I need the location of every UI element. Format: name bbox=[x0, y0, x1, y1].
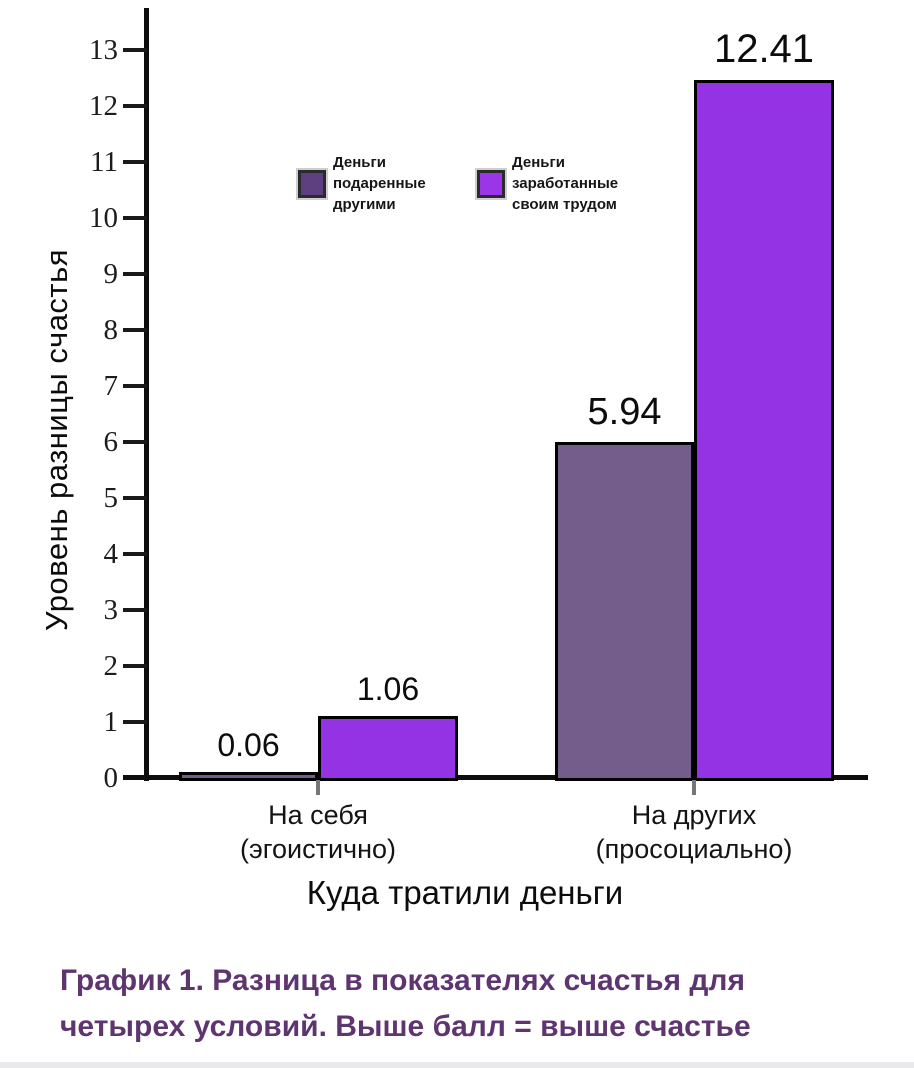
y-tick-mark-13 bbox=[123, 48, 147, 52]
y-tick-mark-11 bbox=[123, 160, 147, 164]
legend-swatch-earned-money bbox=[477, 169, 505, 198]
y-tick-label-13: 13 bbox=[89, 34, 118, 66]
bar-value-gifted-others: 5.94 bbox=[587, 391, 662, 434]
y-tick-label-4: 4 bbox=[103, 538, 119, 570]
y-tick-mark-10 bbox=[123, 216, 147, 220]
y-axis-line bbox=[144, 8, 149, 781]
y-tick-mark-4 bbox=[123, 552, 147, 556]
bottom-edge-strip bbox=[0, 1062, 914, 1068]
legend-item-earned-money: Деньги заработанные своим трудом bbox=[477, 152, 618, 215]
bar-earned-self bbox=[318, 715, 458, 781]
y-tick-label-8: 8 bbox=[103, 314, 119, 346]
y-tick-label-11: 11 bbox=[90, 146, 118, 178]
y-tick-mark-2 bbox=[123, 664, 147, 668]
bar-gifted-self bbox=[179, 771, 318, 781]
y-tick-mark-3 bbox=[123, 608, 147, 612]
legend-item-gifted-money: Деньги подаренные другими bbox=[298, 152, 426, 215]
y-tick-mark-7 bbox=[123, 384, 147, 388]
bar-value-earned-others: 12.41 bbox=[713, 27, 815, 71]
y-tick-mark-1 bbox=[123, 720, 147, 724]
legend-swatch-gifted-money bbox=[298, 169, 326, 198]
y-tick-label-12: 12 bbox=[89, 90, 118, 122]
y-tick-label-1: 1 bbox=[103, 706, 119, 738]
y-tick-label-7: 7 bbox=[103, 370, 119, 402]
y-tick-mark-12 bbox=[123, 104, 147, 108]
legend-label-earned-money: Деньги заработанные своим трудом bbox=[512, 154, 619, 213]
y-tick-label-6: 6 bbox=[103, 426, 119, 458]
y-tick-label-0: 0 bbox=[103, 762, 119, 794]
bar-value-gifted-self: 0.06 bbox=[217, 726, 280, 763]
x-axis-line bbox=[123, 775, 868, 780]
x-tick-mark-others bbox=[692, 780, 696, 795]
category-label-others: На других (просоциально) bbox=[595, 800, 793, 864]
y-tick-mark-8 bbox=[123, 328, 147, 332]
x-axis-title: Куда тратили деньги bbox=[306, 874, 624, 911]
y-tick-label-2: 2 bbox=[103, 650, 119, 682]
bar-value-earned-self: 1.06 bbox=[356, 670, 420, 707]
legend-label-gifted-money: Деньги подаренные другими bbox=[333, 154, 426, 213]
caption-line-1: График 1. Разница в показателях счастья … bbox=[60, 964, 745, 997]
bar-gifted-others bbox=[555, 442, 694, 781]
y-tick-label-9: 9 bbox=[103, 258, 119, 290]
y-tick-label-5: 5 bbox=[103, 482, 119, 514]
caption-line-2: четырех условий. Выше балл = выше счасть… bbox=[60, 1010, 751, 1043]
y-tick-mark-5 bbox=[123, 496, 147, 500]
figure-caption: График 1. Разница в показателях счастья … bbox=[60, 958, 751, 1050]
y-tick-label-3: 3 bbox=[103, 594, 119, 626]
y-tick-label-10: 10 bbox=[89, 202, 118, 234]
category-label-self: На себя (эгоистично) bbox=[239, 800, 397, 864]
bar-earned-others bbox=[694, 80, 834, 781]
y-tick-mark-9 bbox=[123, 272, 147, 276]
y-tick-mark-6 bbox=[123, 440, 147, 444]
x-tick-mark-self bbox=[316, 780, 320, 795]
